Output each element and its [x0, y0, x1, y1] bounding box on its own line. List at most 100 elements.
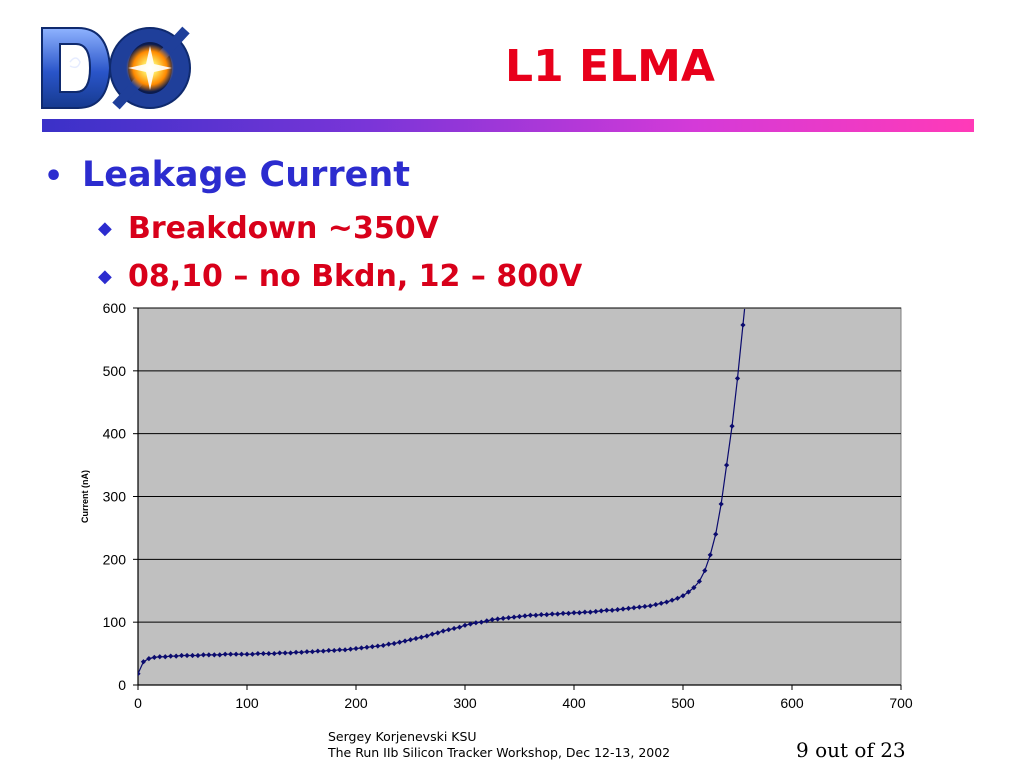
data-point [571, 610, 577, 616]
data-point [555, 611, 561, 617]
data-point [380, 642, 386, 649]
data-point [315, 648, 321, 654]
data-point [473, 620, 479, 626]
y-tick-label: 0 [118, 677, 126, 693]
data-point [549, 611, 555, 617]
title-divider [42, 119, 974, 132]
data-point [244, 651, 250, 657]
data-point [702, 568, 708, 574]
data-point [138, 671, 141, 677]
data-point [696, 578, 702, 584]
page-number: 9 out of 23 [796, 738, 906, 762]
data-point [680, 593, 686, 599]
data-point [435, 630, 441, 636]
bullet-dot-icon: • [44, 159, 64, 194]
data-point [620, 606, 626, 612]
data-point [604, 607, 610, 613]
data-point [484, 618, 490, 624]
data-point [309, 649, 315, 655]
data-point [200, 652, 206, 658]
data-point [609, 607, 615, 613]
x-tick-label: 400 [562, 695, 586, 711]
data-point [642, 603, 648, 610]
data-point [647, 603, 653, 609]
data-point [249, 651, 256, 657]
data-point [424, 633, 430, 639]
data-point [522, 613, 528, 619]
data-point [446, 627, 452, 633]
data-point [506, 615, 512, 621]
data-point [217, 652, 223, 658]
data-point [451, 625, 457, 632]
data-point [516, 613, 523, 620]
data-point [456, 624, 463, 630]
data-point [533, 612, 539, 618]
data-point [211, 652, 217, 658]
data-point [495, 616, 501, 622]
data-point [544, 612, 550, 618]
data-point [277, 650, 283, 656]
data-point [413, 635, 419, 642]
data-point [326, 647, 332, 654]
leakage-current-chart: 0 100 200 300 400 500 600 0 100 200 300 400 500 600 70… [80, 300, 913, 711]
x-tick-label: 100 [235, 695, 259, 711]
data-point [582, 609, 588, 615]
data-point [375, 643, 381, 649]
data-point [347, 646, 354, 652]
data-point [342, 647, 348, 653]
data-point [228, 651, 234, 657]
data-point [707, 552, 713, 558]
data-point [364, 644, 370, 650]
data-point [538, 612, 544, 618]
data-point [418, 634, 424, 640]
data-point [179, 652, 185, 659]
data-point [560, 610, 566, 616]
x-tick-label: 700 [889, 695, 913, 711]
data-point [713, 531, 719, 537]
data-point [304, 649, 310, 655]
data-point [685, 589, 692, 595]
data-point [157, 654, 163, 660]
y-tick-label: 200 [103, 551, 127, 567]
data-point [386, 641, 392, 647]
data-point [271, 650, 277, 657]
data-point [664, 599, 670, 605]
y-tick-label: 100 [103, 614, 127, 630]
data-point [162, 654, 168, 660]
y-tick-label: 400 [103, 426, 127, 442]
subbullet-breakdown: ◆ Breakdown ~350V [98, 210, 439, 248]
y-tick-label: 500 [103, 363, 127, 379]
data-point [255, 650, 261, 657]
data-point [331, 647, 337, 654]
data-point [173, 653, 179, 659]
data-point [233, 651, 239, 657]
y-tick-label: 600 [103, 300, 127, 316]
data-point [500, 615, 506, 621]
data-point [288, 650, 294, 656]
data-point [151, 654, 157, 660]
data-point [511, 614, 517, 620]
data-point [467, 621, 474, 627]
data-point [189, 652, 196, 659]
data-point [527, 612, 533, 618]
data-point [266, 650, 272, 657]
data-point [625, 605, 632, 611]
footer-credits: Sergey Korjenevski KSU The Run IIb Silic… [328, 729, 670, 761]
data-point [402, 638, 408, 644]
data-point [298, 649, 305, 655]
footer-author: Sergey Korjenevski KSU [328, 729, 477, 744]
data-point [369, 644, 375, 650]
subbullet-text: Breakdown ~350V [128, 211, 439, 246]
data-point [691, 585, 697, 591]
x-tick-label: 500 [671, 695, 695, 711]
y-tick-label: 300 [103, 489, 127, 505]
x-tick-label: 600 [780, 695, 804, 711]
diamond-bullet-icon: ◆ [98, 218, 112, 239]
data-point [195, 652, 201, 659]
data-point [598, 608, 604, 614]
data-point [587, 609, 593, 615]
data-point [653, 601, 659, 608]
data-point [146, 656, 152, 662]
data-point [462, 622, 468, 628]
x-tick-label: 200 [344, 695, 368, 711]
